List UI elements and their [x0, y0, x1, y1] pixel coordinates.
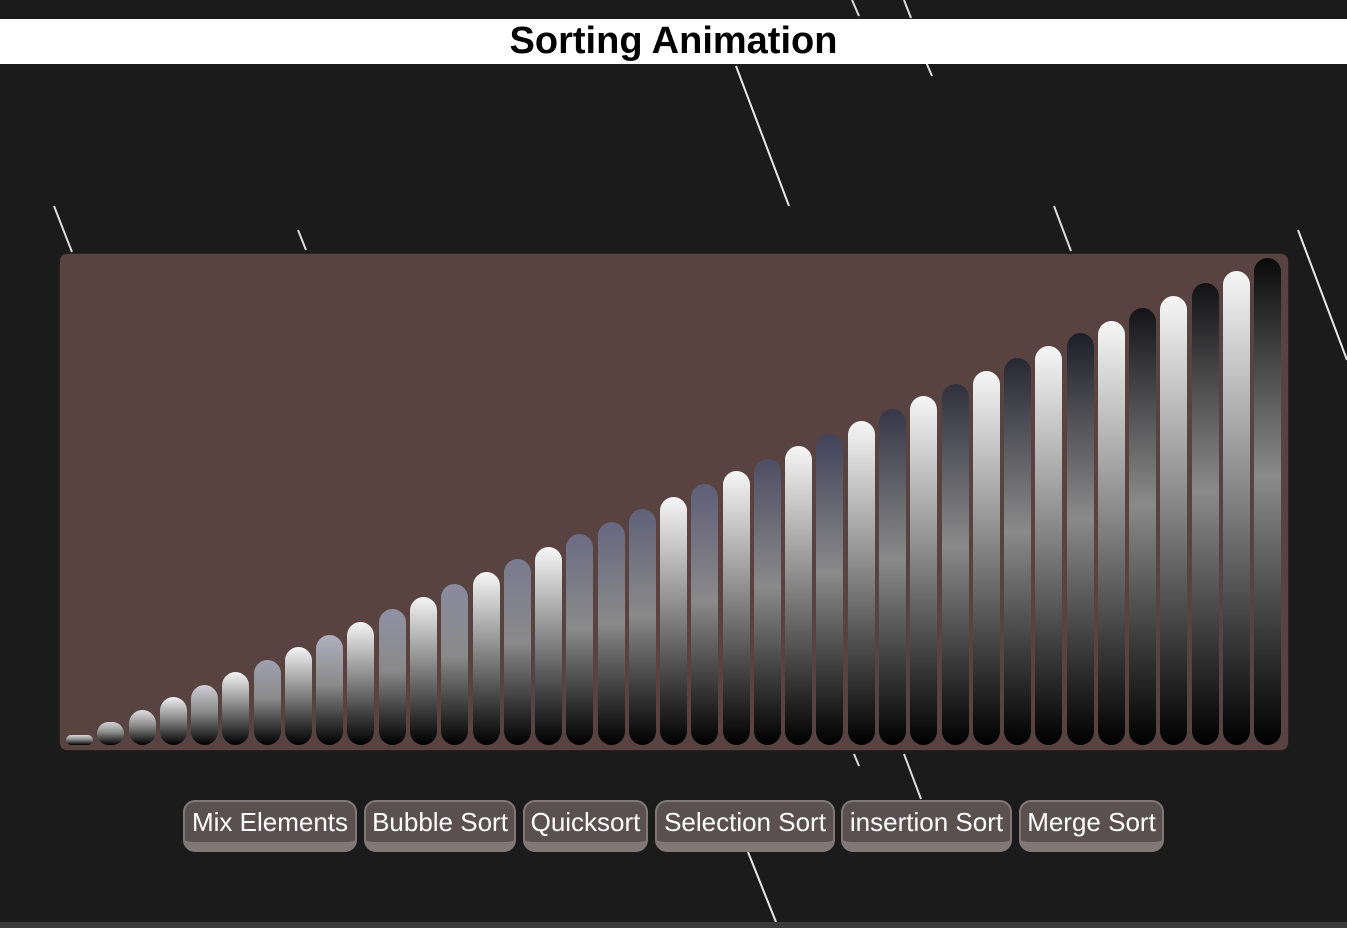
sort-bar: [941, 383, 969, 745]
sort-bar: [66, 735, 93, 745]
sort-bar: [1254, 258, 1282, 745]
sort-bar: [691, 483, 719, 745]
sort-bar: [1129, 308, 1157, 745]
sort-bar: [816, 433, 844, 745]
title-bar: Sorting Animation: [0, 19, 1347, 64]
page-title: Sorting Animation: [509, 20, 838, 62]
sort-bar: [597, 521, 625, 745]
sort-bar: [1066, 333, 1094, 745]
sort-bar: [472, 571, 500, 745]
sort-bar: [628, 509, 656, 745]
sort-bar: [503, 559, 531, 745]
sort-bar: [566, 534, 594, 745]
bottom-strip: [0, 922, 1347, 928]
sort-bar: [753, 458, 781, 745]
sort-bar: [222, 672, 250, 745]
sort-bar: [910, 396, 938, 745]
sort-bar: [1004, 358, 1032, 745]
merge-sort-button[interactable]: Merge Sort: [1019, 800, 1164, 852]
quicksort-button[interactable]: Quicksort: [523, 800, 648, 852]
mix-elements-button[interactable]: Mix Elements: [183, 800, 357, 852]
sort-bar: [847, 421, 875, 745]
sort-bar: [159, 697, 187, 745]
insertion-sort-button[interactable]: insertion Sort: [841, 800, 1012, 852]
sort-bar: [1035, 345, 1063, 745]
sort-bar: [1191, 283, 1219, 745]
sort-bar: [972, 370, 1000, 745]
sort-bar: [191, 684, 219, 745]
sort-bar: [722, 471, 750, 745]
sort-bar: [785, 446, 813, 745]
bubble-sort-button[interactable]: Bubble Sort: [364, 800, 516, 852]
sort-bar: [347, 622, 375, 745]
sort-bar: [316, 634, 344, 745]
sort-bar: [1097, 320, 1125, 745]
sort-bar: [97, 722, 125, 745]
bars-container: [59, 253, 1289, 751]
sort-bar: [409, 596, 437, 745]
sort-bar: [441, 584, 469, 745]
sort-bar: [535, 546, 563, 745]
sort-bar: [660, 496, 688, 745]
sort-bar: [378, 609, 406, 745]
button-row: Mix Elements Bubble Sort Quicksort Selec…: [0, 800, 1347, 856]
sort-bar: [253, 659, 281, 745]
sort-bar: [1222, 270, 1250, 745]
selection-sort-button[interactable]: Selection Sort: [655, 800, 835, 852]
sort-bar: [1160, 295, 1188, 745]
sort-bar: [128, 709, 156, 745]
sort-bar: [879, 408, 907, 745]
sort-bar: [284, 647, 312, 745]
